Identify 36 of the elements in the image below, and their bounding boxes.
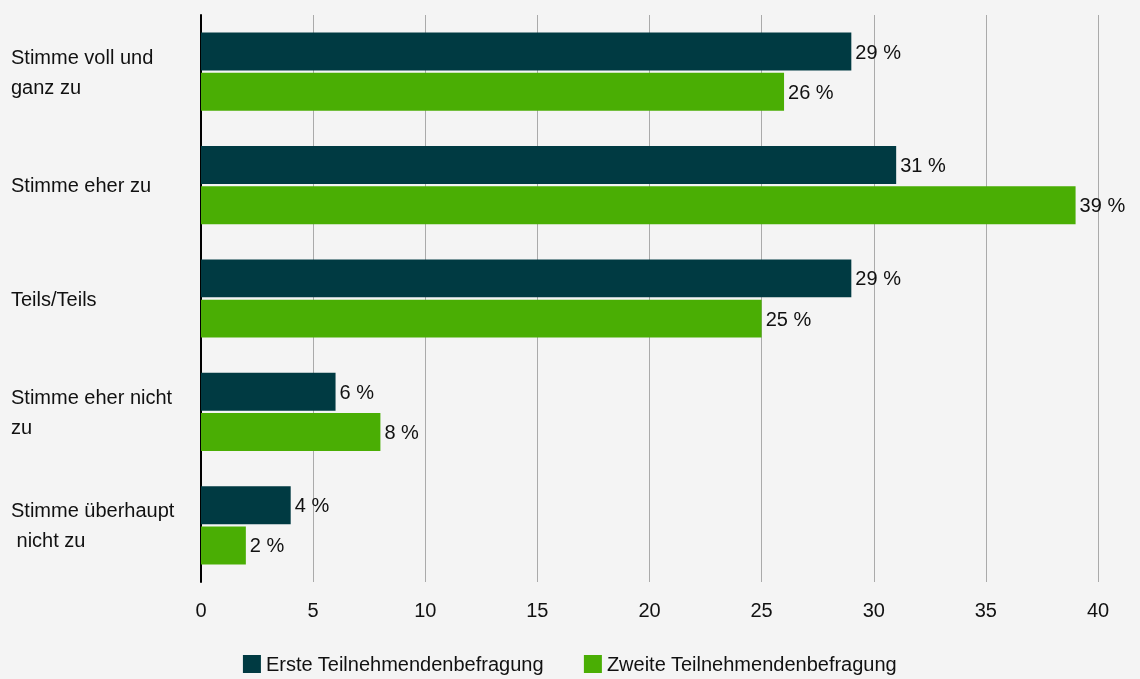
y-tick-label: Stimme voll und ganz zu <box>11 45 159 98</box>
data-label: 26 % <box>788 80 834 103</box>
x-tick-label: 25 <box>750 599 773 621</box>
bar <box>201 145 897 184</box>
data-label: 39 % <box>1079 194 1126 217</box>
data-label: 4 % <box>294 494 330 517</box>
x-tick-label: 20 <box>638 599 661 621</box>
legend-label: Erste Teilnehmendenbefragung <box>265 653 544 675</box>
data-label: 2 % <box>249 534 285 557</box>
data-label: 6 % <box>339 380 375 403</box>
bar <box>201 526 246 565</box>
bar <box>201 259 852 298</box>
x-tick-label: 30 <box>862 599 885 621</box>
bar <box>201 413 381 452</box>
data-label: 29 % <box>855 267 902 290</box>
y-tick-label: Teils/Teils <box>11 287 97 310</box>
data-label: 25 % <box>765 307 812 330</box>
bar <box>201 486 291 525</box>
x-tick-label: 35 <box>974 599 997 621</box>
bar <box>201 186 1076 225</box>
bar <box>201 32 852 71</box>
x-tick-label: 0 <box>195 599 207 621</box>
x-tick-label: 15 <box>526 599 549 621</box>
x-tick-label: 10 <box>414 599 437 621</box>
data-label: 8 % <box>384 421 420 444</box>
x-tick-label: 5 <box>307 599 319 621</box>
data-label: 31 % <box>900 153 946 176</box>
bar <box>201 72 785 111</box>
legend-label: Zweite Teilnehmendenbefragung <box>606 653 897 675</box>
y-tick-label: Stimme eher nicht zu <box>11 385 178 438</box>
x-tick-label: 40 <box>1086 599 1110 621</box>
y-tick-label: Stimme überhaupt nicht zu <box>11 499 175 552</box>
bar <box>201 299 762 338</box>
data-label: 29 % <box>855 40 902 63</box>
bar <box>201 372 336 411</box>
y-tick-label: Stimme eher zu <box>11 174 152 197</box>
